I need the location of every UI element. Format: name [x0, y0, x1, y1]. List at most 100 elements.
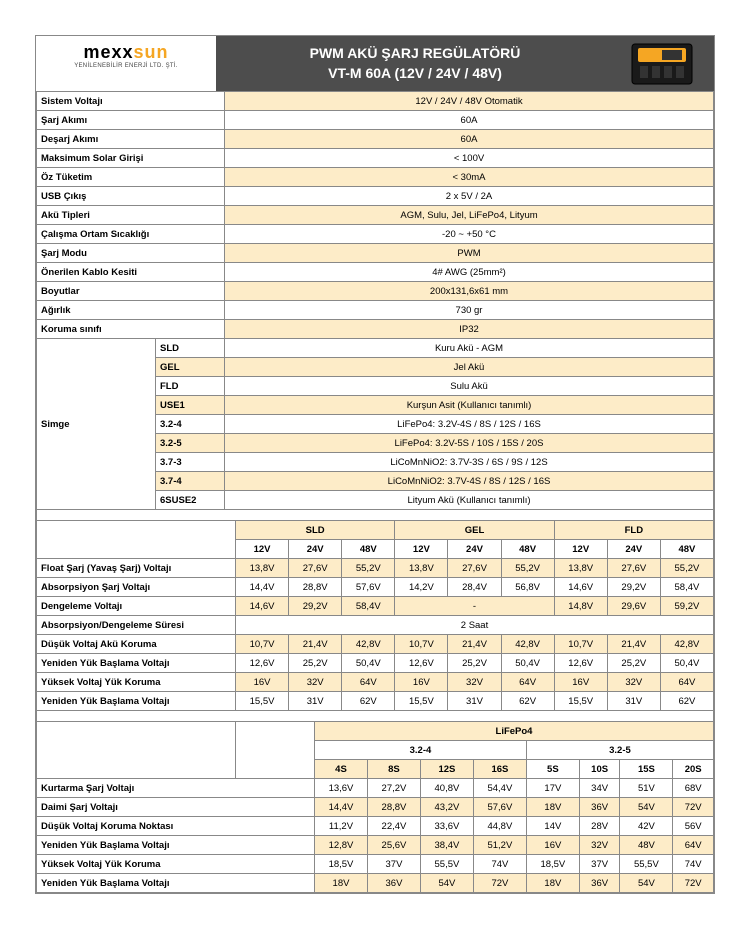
row-label: Kurtarma Şarj Voltajı [37, 779, 315, 798]
spec-label: Koruma sınıfı [37, 320, 225, 339]
spec-value: 12V / 24V / 48V Otomatik [225, 92, 714, 111]
cell: 58,4V [342, 597, 395, 616]
cell: 72V [473, 874, 526, 893]
cell: 40,8V [420, 779, 473, 798]
cell: 36V [367, 874, 420, 893]
voltage-table-lifepo4: LiFePo43.2-43.2-54S8S12S16S5S10S15S20SKu… [36, 711, 714, 893]
cell: 54V [620, 874, 673, 893]
spec-value: 730 gr [225, 301, 714, 320]
simge-value: LiCoMnNiO2: 3.7V-3S / 6S / 9S / 12S [225, 453, 714, 472]
simge-code: 3.7-3 [156, 453, 225, 472]
cell: 55,5V [620, 855, 673, 874]
group-header: FLD [554, 521, 713, 540]
cell: 34V [579, 779, 620, 798]
top-header: LiFePo4 [315, 722, 714, 741]
spec-label: Maksimum Solar Girişi [37, 149, 225, 168]
voltage-table-lead: SLDGELFLD12V24V48V12V24V48V12V24V48VFloa… [36, 510, 714, 711]
cell: 28,4V [448, 578, 501, 597]
cell: 55,5V [420, 855, 473, 874]
cell: 28,8V [367, 798, 420, 817]
cell: 42,8V [342, 635, 395, 654]
cell: 13,8V [554, 559, 607, 578]
cell: 2 Saat [236, 616, 714, 635]
simge-code: GEL [156, 358, 225, 377]
cell: 13,6V [315, 779, 368, 798]
cell: 48V [620, 836, 673, 855]
col-header: 16S [473, 760, 526, 779]
cell: 57,6V [473, 798, 526, 817]
spec-label: Sistem Voltajı [37, 92, 225, 111]
simge-code: 3.2-5 [156, 434, 225, 453]
col-header: 12S [420, 760, 473, 779]
spec-label: Ağırlık [37, 301, 225, 320]
cell: 27,6V [448, 559, 501, 578]
cell: 64V [673, 836, 714, 855]
cell: 74V [673, 855, 714, 874]
cell: 56,8V [501, 578, 554, 597]
row-label: Yeniden Yük Başlama Voltajı [37, 692, 236, 711]
row-label: Daimi Şarj Voltajı [37, 798, 315, 817]
cell: 14V [526, 817, 579, 836]
simge-value: Kuru Akü - AGM [225, 339, 714, 358]
cell: 21,4V [607, 635, 660, 654]
col-header: 20S [673, 760, 714, 779]
cell: 51V [620, 779, 673, 798]
cell: 72V [673, 798, 714, 817]
cell: 14,4V [315, 798, 368, 817]
spec-label: Önerilen Kablo Kesiti [37, 263, 225, 282]
cell: 18V [526, 874, 579, 893]
cell: 27,6V [607, 559, 660, 578]
simge-code: 6SUSE2 [156, 491, 225, 510]
row-label: Yeniden Yük Başlama Voltajı [37, 874, 315, 893]
cell: 13,8V [236, 559, 289, 578]
cell: 32V [579, 836, 620, 855]
cell: 32V [289, 673, 342, 692]
cell: 44,8V [473, 817, 526, 836]
logo-text-sun: sun [134, 42, 169, 62]
cell: 13,8V [395, 559, 448, 578]
group-header: GEL [395, 521, 554, 540]
col-header: 12V [236, 540, 289, 559]
cell: 14,6V [236, 597, 289, 616]
cell: 18,5V [315, 855, 368, 874]
cell: 25,2V [289, 654, 342, 673]
cell: 62V [342, 692, 395, 711]
col-header: 15S [620, 760, 673, 779]
cell: - [395, 597, 554, 616]
cell: 10,7V [236, 635, 289, 654]
cell: 16V [554, 673, 607, 692]
title-line1: PWM AKÜ ŞARJ REGÜLATÖRÜ [216, 44, 614, 64]
cell: 12,6V [395, 654, 448, 673]
cell: 32V [448, 673, 501, 692]
cell: 57,6V [342, 578, 395, 597]
spec-value: PWM [225, 244, 714, 263]
cell: 56V [673, 817, 714, 836]
row-label: Yüksek Voltaj Yük Koruma [37, 855, 315, 874]
cell: 74V [473, 855, 526, 874]
col-header: 24V [448, 540, 501, 559]
cell: 25,2V [448, 654, 501, 673]
spec-value: 200x131,6x61 mm [225, 282, 714, 301]
cell: 54,4V [473, 779, 526, 798]
cell: 16V [236, 673, 289, 692]
cell: 29,2V [607, 578, 660, 597]
simge-value: LiFePo4: 3.2V-4S / 8S / 12S / 16S [225, 415, 714, 434]
spec-value: IP32 [225, 320, 714, 339]
cell: 11,2V [315, 817, 368, 836]
cell: 42,8V [501, 635, 554, 654]
cell: 33,6V [420, 817, 473, 836]
simge-code: 3.7-4 [156, 472, 225, 491]
logo-text-mexx: mexx [83, 42, 133, 62]
spec-value: 60A [225, 111, 714, 130]
col-header: 12V [395, 540, 448, 559]
simge-code: FLD [156, 377, 225, 396]
cell: 36V [579, 874, 620, 893]
spec-label: Akü Tipleri [37, 206, 225, 225]
logo-subtitle: YENİLENEBİLİR ENERJİ LTD. ŞTİ. [46, 63, 206, 69]
cell: 16V [395, 673, 448, 692]
cell: 10,7V [395, 635, 448, 654]
cell: 62V [501, 692, 554, 711]
spec-label: Çalışma Ortam Sıcaklığı [37, 225, 225, 244]
spec-value: 2 x 5V / 2A [225, 187, 714, 206]
col-header: 24V [289, 540, 342, 559]
